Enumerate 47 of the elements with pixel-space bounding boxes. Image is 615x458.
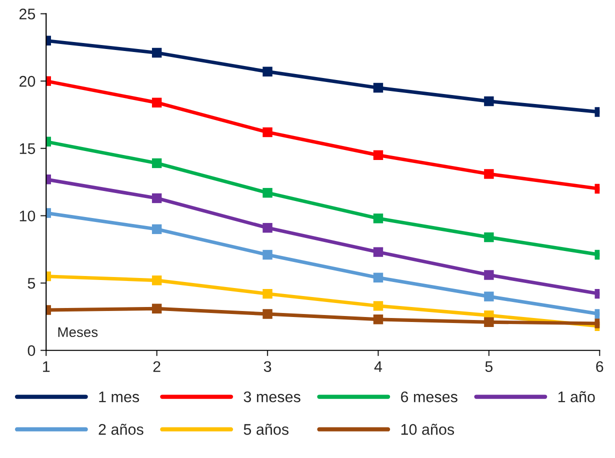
point [484, 232, 494, 242]
point [262, 250, 272, 260]
x-tick-label: 4 [374, 361, 382, 372]
annotation: Meses [58, 327, 98, 338]
point [152, 158, 162, 168]
point [152, 48, 162, 58]
y-tick-label: 5 [28, 278, 36, 289]
point [373, 214, 384, 224]
point [262, 188, 272, 198]
x-tick-label: 6 [596, 361, 604, 372]
y-tick-label: 0 [28, 345, 36, 356]
point [262, 127, 272, 138]
x-tick-label: 2 [153, 361, 160, 372]
x-tick-label: 3 [264, 361, 272, 372]
point [152, 98, 162, 108]
point [484, 270, 494, 280]
point [373, 82, 384, 93]
point [152, 193, 162, 204]
point [373, 150, 384, 160]
y-tick-label: 15 [20, 143, 36, 154]
point [262, 288, 272, 299]
legend-label: 3 meses [244, 391, 300, 402]
point [152, 275, 162, 286]
point [484, 169, 494, 179]
y-tick-label: 10 [20, 210, 36, 222]
point [262, 222, 272, 233]
y-tick-label: 25 [19, 8, 36, 20]
point [152, 304, 162, 314]
legend-label: 2 años [98, 424, 144, 435]
x-tick-label: 1 [43, 361, 50, 372]
y-tick-label: 20 [19, 76, 36, 87]
legend-label: 6 meses [401, 391, 458, 402]
legend-label: 1 año [558, 391, 595, 402]
legend-label: 1 mes [99, 392, 140, 402]
point [373, 301, 384, 311]
x-tick-label: 5 [485, 361, 493, 372]
point [152, 224, 162, 234]
point [373, 314, 384, 324]
point [484, 317, 494, 327]
legend-label: 5 años [244, 424, 289, 435]
point [373, 247, 384, 257]
point [484, 96, 494, 106]
legend-label: 10 años [401, 424, 454, 435]
point [262, 309, 272, 319]
point [484, 292, 494, 302]
point [373, 272, 384, 283]
point [262, 66, 272, 76]
